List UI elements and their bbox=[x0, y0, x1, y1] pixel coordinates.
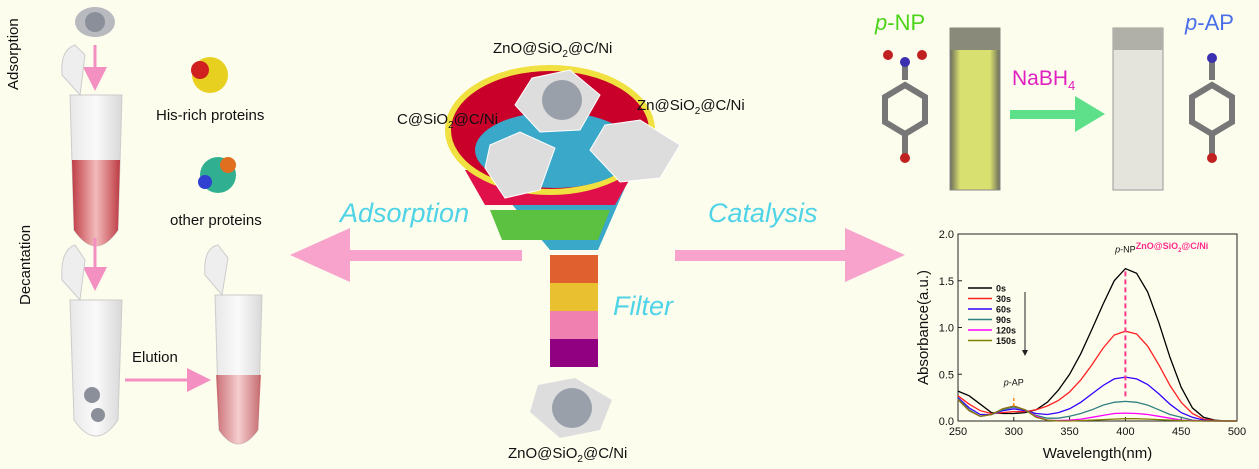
filter-label: Filter bbox=[613, 291, 674, 321]
adsorption-process-label: Adsorption bbox=[338, 198, 469, 228]
material-left-label: C@SiO2@C/Ni bbox=[397, 111, 498, 131]
series-line-60s bbox=[957, 376, 1237, 422]
other-protein-icon bbox=[198, 157, 236, 193]
x-axis-label: Wavelength(nm) bbox=[1043, 445, 1152, 462]
decantation-step-label: Decantation bbox=[17, 225, 34, 305]
legend-label-120s: 120s bbox=[996, 326, 1016, 336]
his-rich-proteins-label: His-rich proteins bbox=[156, 107, 264, 124]
funnel bbox=[445, 65, 681, 367]
y-tick-label: 1.0 bbox=[939, 323, 954, 335]
x-tick-label: 250 bbox=[949, 426, 967, 438]
nanoparticle-top bbox=[75, 7, 115, 37]
x-tick-label: 500 bbox=[1228, 426, 1246, 438]
material-bottom-label: ZnO@SiO2@C/Ni bbox=[508, 445, 627, 465]
material-top-label: ZnO@SiO2@C/Ni bbox=[493, 40, 612, 60]
legend-arrow-head bbox=[1022, 350, 1028, 356]
cuvette-after bbox=[1112, 27, 1164, 191]
y-axis-label: Absorbance(a.u.) bbox=[915, 270, 932, 385]
series-line-0s bbox=[957, 267, 1237, 422]
tube-3 bbox=[204, 244, 263, 445]
annotation-np: p-NP bbox=[1114, 245, 1136, 255]
x-tick-label: 450 bbox=[1172, 426, 1190, 438]
x-tick-label: 400 bbox=[1116, 426, 1134, 438]
adsorption-step-label: Adsorption bbox=[5, 18, 22, 90]
tube-2 bbox=[61, 244, 123, 437]
his-rich-protein-icon bbox=[191, 57, 228, 93]
nabh4-label: NaBH4 bbox=[1012, 67, 1075, 93]
cuvette-before bbox=[949, 27, 1001, 191]
pap-label: p-AP bbox=[1184, 10, 1234, 35]
legend-label-30s: 30s bbox=[996, 294, 1011, 304]
legend-label-90s: 90s bbox=[996, 315, 1011, 325]
y-tick-label: 0.5 bbox=[939, 369, 954, 381]
series-line-150s bbox=[957, 399, 1237, 422]
material-right-label: Zn@SiO2@C/Ni bbox=[637, 97, 745, 117]
y-tick-label: 2.0 bbox=[939, 229, 954, 241]
legend-label-60s: 60s bbox=[996, 305, 1011, 315]
y-tick-label: 0.0 bbox=[939, 416, 954, 428]
pap-molecule bbox=[1189, 53, 1235, 163]
other-proteins-label: other proteins bbox=[170, 212, 262, 229]
series-line-30s bbox=[957, 330, 1237, 422]
catalysis-process-label: Catalysis bbox=[708, 198, 818, 228]
pnp-label: p-NP bbox=[874, 10, 925, 35]
legend-label-150s: 150s bbox=[996, 336, 1016, 346]
nanoparticle-bottom bbox=[530, 378, 612, 438]
x-tick-label: 300 bbox=[1005, 426, 1023, 438]
adsorption-arrow bbox=[290, 228, 522, 282]
x-tick-label: 350 bbox=[1060, 426, 1078, 438]
y-tick-label: 1.5 bbox=[939, 276, 954, 288]
pnp-molecule bbox=[882, 50, 928, 163]
legend-label-0s: 0s bbox=[996, 284, 1006, 294]
series-line-90s bbox=[957, 398, 1237, 422]
reaction-arrow bbox=[1010, 96, 1105, 132]
tube-1 bbox=[61, 44, 123, 247]
annotation-ap: p-AP bbox=[1003, 377, 1024, 387]
chart-title: ZnO@SiO2@C/Ni bbox=[1136, 241, 1208, 254]
uv-vis-chart: 250 300 350 400 450 500 0.0 0.5 1.0 1.5 2.0 Wavelen… bbox=[915, 229, 1246, 462]
elution-label: Elution bbox=[132, 349, 178, 366]
catalysis-arrow bbox=[675, 228, 905, 282]
